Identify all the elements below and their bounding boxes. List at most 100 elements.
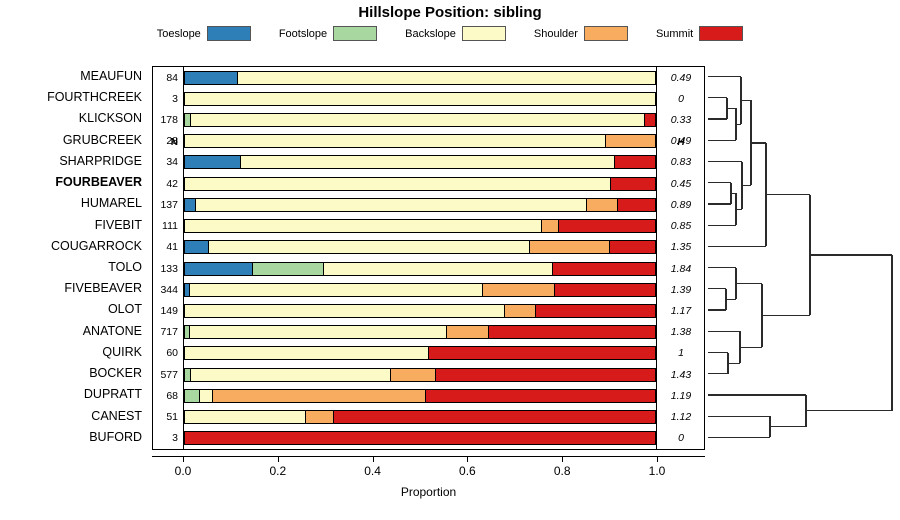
legend-swatch-footslope	[333, 26, 378, 41]
n-value: 344	[160, 283, 178, 296]
bar-segment-backslope[interactable]	[236, 71, 655, 84]
n-value: 42	[166, 177, 178, 190]
bar-segment-shoulder[interactable]	[529, 241, 610, 254]
bar-segment-footslope[interactable]	[252, 262, 323, 275]
bar-segment-toeslope[interactable]	[185, 198, 196, 211]
bar-segment-shoulder[interactable]	[604, 135, 655, 148]
bar-segment-backslope[interactable]	[189, 283, 482, 296]
bar-segment-toeslope[interactable]	[185, 283, 190, 296]
stacked-bar[interactable]	[184, 282, 656, 297]
bar-segment-backslope[interactable]	[208, 241, 530, 254]
stacked-bar[interactable]	[184, 113, 656, 128]
y-axis-label-cougarrock: COUGARROCK	[51, 238, 142, 253]
h-value: 0.49	[670, 135, 692, 148]
bar-segment-summit[interactable]	[185, 432, 655, 445]
h-value: 1.12	[670, 411, 692, 424]
stacked-bar[interactable]	[184, 261, 656, 276]
bar-segment-summit[interactable]	[553, 283, 655, 296]
stacked-bar[interactable]	[184, 367, 656, 382]
bar-segment-summit[interactable]	[332, 411, 655, 424]
stacked-bar[interactable]	[184, 70, 656, 85]
bar-segment-toeslope[interactable]	[185, 262, 253, 275]
table-row: 34 0.83	[153, 152, 704, 173]
bar-segment-shoulder[interactable]	[304, 411, 333, 424]
bar-segment-toeslope[interactable]	[185, 71, 237, 84]
y-axis-label-fourthcreek: FOURTHCREEK	[47, 90, 142, 105]
bar-segment-summit[interactable]	[427, 347, 655, 360]
bar-segment-footslope[interactable]	[185, 389, 199, 402]
bar-segment-toeslope[interactable]	[185, 241, 209, 254]
bar-segment-backslope[interactable]	[189, 368, 390, 381]
h-value: 0.83	[670, 156, 692, 169]
bar-segment-backslope[interactable]	[240, 156, 614, 169]
bar-segment-summit[interactable]	[610, 177, 655, 190]
bar-segment-summit[interactable]	[552, 262, 655, 275]
dendrogram-branch	[740, 346, 762, 348]
n-value: 178	[160, 114, 178, 127]
bar-segment-summit[interactable]	[487, 326, 655, 339]
stacked-bar[interactable]	[184, 325, 656, 340]
stacked-bar[interactable]	[184, 410, 656, 425]
h-column-header: H	[677, 137, 685, 148]
dendrogram-branch	[735, 193, 737, 226]
stacked-bar[interactable]	[184, 91, 656, 106]
stacked-bar[interactable]	[184, 431, 656, 446]
bar-segment-backslope[interactable]	[185, 135, 605, 148]
stacked-bar[interactable]	[184, 346, 656, 361]
dendrogram-branch	[750, 100, 752, 186]
bar-segment-summit[interactable]	[613, 156, 655, 169]
bar-segment-backslope[interactable]	[185, 177, 611, 190]
bar-segment-backslope[interactable]	[198, 389, 213, 402]
bar-segment-backslope[interactable]	[185, 411, 305, 424]
bar-segment-shoulder[interactable]	[481, 283, 554, 296]
bar-segment-summit[interactable]	[609, 241, 655, 254]
table-row: 717 1.38	[153, 322, 704, 343]
bar-segment-backslope[interactable]	[322, 262, 553, 275]
bar-segment-summit[interactable]	[535, 305, 655, 318]
bar-segment-summit[interactable]	[557, 220, 655, 233]
bar-segment-footslope[interactable]	[185, 326, 189, 339]
stacked-bar[interactable]	[184, 155, 656, 170]
bar-segment-summit[interactable]	[617, 198, 655, 211]
bar-segment-backslope[interactable]	[190, 114, 645, 127]
stacked-bar[interactable]	[184, 176, 656, 191]
bar-segment-backslope[interactable]	[185, 305, 504, 318]
bar-segment-summit[interactable]	[425, 389, 655, 402]
y-axis-label-grubcreek: GRUBCREEK	[62, 132, 142, 147]
bar-segment-summit[interactable]	[434, 368, 655, 381]
stacked-bar[interactable]	[184, 240, 656, 255]
bar-segment-backslope[interactable]	[185, 347, 428, 360]
dendrogram-branch	[725, 288, 727, 311]
table-row: 577 1.43	[153, 364, 704, 385]
bar-segment-summit[interactable]	[644, 114, 655, 127]
bar-segment-backslope[interactable]	[185, 92, 655, 105]
dendrogram-branch	[735, 108, 737, 141]
h-value: 0.45	[670, 177, 692, 190]
dendrogram-branch	[770, 426, 806, 428]
y-axis-label-sharpridge: SHARPRIDGE	[59, 153, 142, 168]
dendrogram-branch	[805, 394, 807, 427]
stacked-bar[interactable]	[184, 388, 656, 403]
stacked-bar[interactable]	[184, 219, 656, 234]
bar-segment-backslope[interactable]	[185, 220, 541, 233]
h-value: 1.19	[670, 389, 692, 402]
bar-segment-footslope[interactable]	[185, 368, 190, 381]
stacked-bar[interactable]	[184, 304, 656, 319]
dendrogram-branch	[891, 255, 893, 411]
bar-segment-footslope[interactable]	[185, 114, 191, 127]
bar-segment-shoulder[interactable]	[586, 198, 618, 211]
bar-segment-shoulder[interactable]	[389, 368, 435, 381]
bar-wrapper	[184, 410, 656, 425]
bar-segment-shoulder[interactable]	[445, 326, 488, 339]
bar-segment-shoulder[interactable]	[503, 305, 536, 318]
stacked-bar[interactable]	[184, 197, 656, 212]
y-axis-label-canest: CANEST	[91, 408, 142, 423]
bar-segment-shoulder[interactable]	[212, 389, 426, 402]
dendrogram-branch	[708, 76, 741, 78]
bar-segment-backslope[interactable]	[188, 326, 446, 339]
bar-segment-backslope[interactable]	[195, 198, 587, 211]
stacked-bar[interactable]	[184, 134, 656, 149]
bar-segment-shoulder[interactable]	[540, 220, 558, 233]
bar-segment-toeslope[interactable]	[185, 156, 241, 169]
